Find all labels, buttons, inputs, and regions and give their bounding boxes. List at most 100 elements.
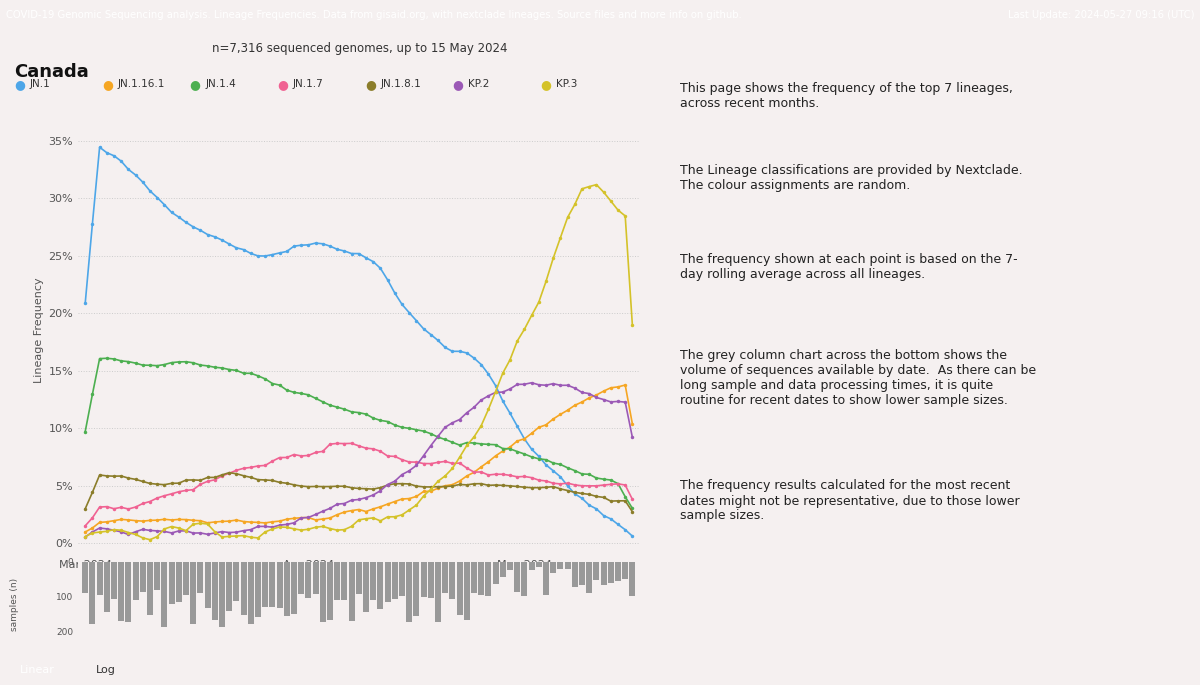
Bar — [197, 562, 204, 593]
Text: The grey column chart across the bottom shows the
volume of sequences available : The grey column chart across the bottom … — [680, 349, 1037, 408]
Bar — [254, 562, 262, 616]
Bar — [262, 562, 269, 607]
Text: Canada: Canada — [14, 63, 89, 81]
Bar — [269, 562, 276, 608]
Bar — [600, 562, 607, 585]
Text: JN.1.4: JN.1.4 — [205, 79, 236, 89]
Bar — [434, 562, 442, 623]
Text: The frequency results calculated for the most recent
dates might not be represen: The frequency results calculated for the… — [680, 479, 1020, 523]
Bar — [240, 562, 247, 614]
Text: ●: ● — [277, 78, 288, 90]
Bar — [305, 562, 312, 598]
Bar — [571, 562, 578, 587]
Bar — [384, 562, 391, 602]
Bar — [276, 562, 283, 608]
Text: Linear: Linear — [19, 665, 55, 675]
Bar — [298, 562, 305, 594]
Text: JN.1.8.1: JN.1.8.1 — [380, 79, 421, 89]
Bar — [154, 562, 161, 590]
Text: The frequency shown at each point is based on the 7-
day rolling average across : The frequency shown at each point is bas… — [680, 253, 1018, 282]
Bar — [89, 562, 96, 625]
Text: JN.1.16.1: JN.1.16.1 — [118, 79, 164, 89]
Bar — [370, 562, 377, 601]
Bar — [514, 562, 521, 592]
Bar — [103, 562, 110, 612]
Bar — [362, 562, 370, 612]
Bar — [506, 562, 514, 571]
Text: ●: ● — [540, 78, 551, 90]
Bar — [470, 562, 478, 593]
Bar — [593, 562, 600, 580]
Bar — [175, 562, 182, 602]
Bar — [190, 562, 197, 625]
Text: ●: ● — [102, 78, 113, 90]
Bar — [218, 562, 226, 627]
Bar — [528, 562, 535, 571]
Bar — [139, 562, 146, 593]
Bar — [413, 562, 420, 616]
Bar — [125, 562, 132, 622]
Bar — [485, 562, 492, 596]
Bar — [96, 562, 103, 595]
Text: ●: ● — [365, 78, 376, 90]
Bar — [226, 562, 233, 611]
Bar — [110, 562, 118, 599]
Bar — [341, 562, 348, 600]
Bar — [283, 562, 290, 616]
Text: KP.3: KP.3 — [556, 79, 577, 89]
Bar — [118, 562, 125, 621]
Bar — [463, 562, 470, 621]
Bar — [204, 562, 211, 608]
Bar — [614, 562, 622, 581]
Bar — [132, 562, 139, 599]
Text: The Lineage classifications are provided by Nextclade.
The colour assignments ar: The Lineage classifications are provided… — [680, 164, 1024, 192]
Bar — [607, 562, 614, 583]
Text: KP.2: KP.2 — [468, 79, 490, 89]
Bar — [391, 562, 398, 599]
Bar — [427, 562, 434, 597]
Text: COVID-19 Genomic Sequencing analysis. Lineage Frequencies. Data from gisaid.org,: COVID-19 Genomic Sequencing analysis. Li… — [6, 10, 742, 21]
Bar — [290, 562, 298, 614]
Bar — [456, 562, 463, 615]
Bar — [557, 562, 564, 569]
Text: Log: Log — [96, 665, 115, 675]
Bar — [550, 562, 557, 573]
Bar — [622, 562, 629, 579]
Bar — [312, 562, 319, 594]
Bar — [398, 562, 406, 596]
Bar — [535, 562, 542, 567]
Bar — [377, 562, 384, 610]
Bar — [319, 562, 326, 622]
Bar — [211, 562, 218, 621]
Bar — [542, 562, 550, 595]
Bar — [355, 562, 362, 594]
Text: samples (n): samples (n) — [10, 577, 19, 631]
Bar — [334, 562, 341, 600]
Bar — [247, 562, 254, 625]
Text: ●: ● — [452, 78, 463, 90]
Bar — [146, 562, 154, 615]
Bar — [442, 562, 449, 593]
Text: JN.1.7: JN.1.7 — [293, 79, 324, 89]
Text: Last Update: 2024-05-27 09:16 (UTC): Last Update: 2024-05-27 09:16 (UTC) — [1008, 10, 1194, 21]
Y-axis label: Lineage Frequency: Lineage Frequency — [35, 277, 44, 384]
Bar — [348, 562, 355, 621]
Bar — [629, 562, 636, 596]
Bar — [420, 562, 427, 597]
Text: This page shows the frequency of the top 7 lineages,
across recent months.: This page shows the frequency of the top… — [680, 82, 1013, 110]
Bar — [406, 562, 413, 622]
Bar — [182, 562, 190, 595]
Bar — [586, 562, 593, 593]
Text: ●: ● — [14, 78, 25, 90]
Bar — [499, 562, 506, 577]
Bar — [521, 562, 528, 596]
Bar — [564, 562, 571, 569]
Text: ●: ● — [190, 78, 200, 90]
Text: JN.1: JN.1 — [30, 79, 50, 89]
Bar — [161, 562, 168, 627]
Bar — [82, 562, 89, 593]
Text: n=7,316 sequenced genomes, up to 15 May 2024: n=7,316 sequenced genomes, up to 15 May … — [212, 42, 508, 55]
Bar — [233, 562, 240, 601]
Bar — [168, 562, 175, 603]
Bar — [578, 562, 586, 585]
